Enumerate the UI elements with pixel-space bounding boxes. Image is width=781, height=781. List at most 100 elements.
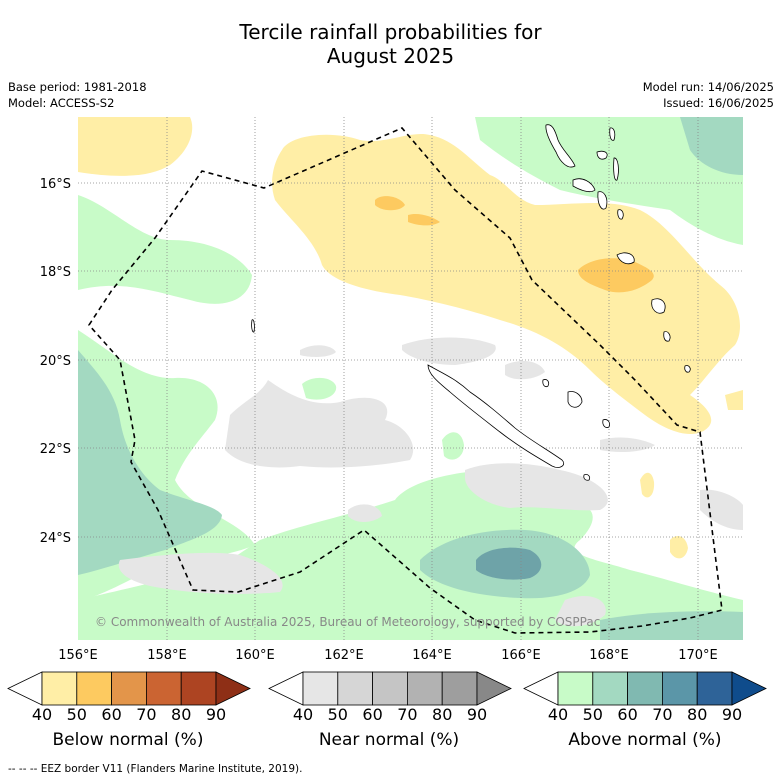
map-title-line2: August 2025 — [326, 44, 455, 68]
lon-label: 164°E — [412, 648, 452, 663]
model-name: Model: ACCESS-S2 — [8, 96, 115, 110]
island-outline-c — [583, 474, 591, 481]
region-grey-east — [505, 360, 545, 380]
island-outline-i — [617, 209, 624, 220]
region-yellow-northwest — [78, 117, 193, 176]
new-caledonia-outline — [427, 364, 565, 468]
above-normal-60-70-regions — [78, 117, 743, 640]
region-grey-bottom — [555, 595, 606, 627]
legend-above-swatch — [662, 671, 698, 706]
region-yellow-east-edge — [725, 390, 743, 410]
legend-near-title: Near normal (%) — [318, 730, 460, 750]
region-orange-north-a — [375, 196, 405, 211]
legend-below-tick: 40 — [32, 705, 52, 724]
lat-label: 22°S — [40, 442, 71, 457]
region-darkteal-south — [476, 547, 542, 580]
copyright-notice: © Commonwealth of Australia 2025, Bureau… — [95, 615, 600, 629]
legend-below-title: Below normal (%) — [52, 730, 204, 750]
loyalty-islands-outline — [567, 391, 583, 408]
legend-near-swatch — [441, 671, 478, 706]
legend-above-swatch — [696, 671, 733, 706]
eez-border — [87, 127, 723, 634]
legend-near-tick: 80 — [432, 705, 452, 724]
legend-near-tick: 90 — [467, 705, 487, 724]
below-normal-60-70-regions — [375, 196, 654, 293]
region-teal-west — [78, 350, 222, 575]
legend-above-arrow-low — [523, 671, 559, 706]
model-run: Model run: 14/06/2025 — [642, 80, 774, 94]
lon-label: 168°E — [589, 648, 629, 663]
legend-above-swatch — [557, 671, 594, 706]
legend-near-swatch — [302, 671, 339, 706]
legend-above-arrow-high — [731, 671, 767, 706]
legend-below-tick: 50 — [67, 705, 87, 724]
island-outline-m — [684, 365, 691, 373]
region-teal-northeast — [680, 117, 743, 175]
legend-below-arrow-high — [215, 671, 251, 706]
lon-label: 166°E — [501, 648, 541, 663]
legend-near-swatch — [406, 671, 443, 706]
region-green-west — [78, 195, 252, 304]
graticule — [78, 117, 743, 640]
legend-above-tick: 60 — [617, 705, 637, 724]
island-outline-h — [613, 157, 619, 181]
island-outline-d — [596, 150, 608, 160]
legend-above-tick: 90 — [722, 705, 742, 724]
lon-label: 156°E — [58, 648, 98, 663]
lon-label: 158°E — [147, 648, 187, 663]
legend-below-swatch — [145, 671, 182, 706]
legend-below-tick: 80 — [171, 705, 191, 724]
island-outline-g — [597, 191, 608, 210]
legend-near-tick: 70 — [397, 705, 417, 724]
legend-below-swatch — [111, 671, 147, 706]
legend-below-swatch — [41, 671, 78, 706]
legend-near-tick: 50 — [328, 705, 348, 724]
above-normal-70-80-regions — [476, 547, 542, 580]
legend-below-tick: 90 — [206, 705, 226, 724]
map-area: © Commonwealth of Australia 2025, Bureau… — [78, 117, 743, 640]
region-grey-southcentral — [465, 463, 608, 511]
lon-label: 162°E — [324, 648, 364, 663]
legend-below-tick: 60 — [101, 705, 121, 724]
legend-above-tick: 80 — [687, 705, 707, 724]
lat-label: 18°S — [40, 265, 71, 280]
island-outline-a — [542, 379, 550, 388]
legend-below-tick: 70 — [136, 705, 156, 724]
region-grey-spot — [600, 437, 655, 453]
legend-below-swatch — [76, 671, 113, 706]
region-yellow-spot-b — [670, 536, 688, 559]
lat-label: 24°S — [40, 531, 71, 546]
region-grey-south — [118, 552, 283, 594]
legend-above-swatch — [627, 671, 663, 706]
island-outline-l — [663, 331, 671, 342]
lat-axis-labels: 16°S 18°S 20°S 22°S 24°S — [40, 177, 71, 546]
legend-near-tick: 60 — [362, 705, 382, 724]
map-title-line1: Tercile rainfall probabilities for — [239, 20, 542, 44]
legend-colorbars: 40 50 60 70 80 90 40 50 60 70 80 90 40 50 60 70 80 90 — [7, 671, 767, 724]
legend-near-swatch — [337, 671, 373, 706]
eez-footnote: -- -- -- EEZ border V11 (Flanders Marine… — [8, 763, 303, 775]
lon-label: 170°E — [678, 648, 718, 663]
legend-above-tick: 40 — [548, 705, 568, 724]
island-outline-n — [251, 319, 255, 333]
land-outlines — [251, 124, 691, 481]
region-yellow-spot-a — [640, 472, 655, 498]
legend-above-tick: 70 — [652, 705, 672, 724]
legend-above-swatch — [592, 671, 628, 706]
island-outline-j — [616, 252, 635, 265]
region-green-spot-b — [442, 432, 464, 460]
lat-label: 20°S — [40, 354, 71, 369]
island-outline-e — [609, 127, 616, 141]
near-normal-50-60-regions — [118, 337, 743, 627]
legend-near-swatch — [372, 671, 408, 706]
vanuatu-north-outline — [545, 124, 576, 168]
legend-above-title: Above normal (%) — [568, 730, 722, 750]
legend-above-tick: 50 — [583, 705, 603, 724]
lon-axis-labels: 156°E 158°E 160°E 162°E 164°E 166°E 168°… — [58, 648, 718, 663]
base-period: Base period: 1981-2018 — [8, 80, 147, 94]
region-grey-strip — [348, 504, 382, 522]
region-green-spot-a — [302, 377, 337, 400]
island-outline-f — [572, 178, 596, 193]
island-outline-k — [651, 298, 666, 314]
